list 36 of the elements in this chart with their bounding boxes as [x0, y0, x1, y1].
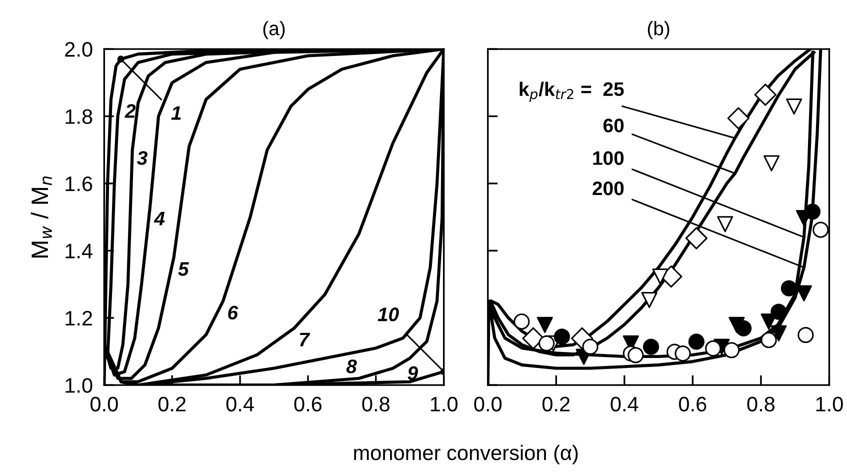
- x-tick-label: 0.4: [610, 396, 638, 412]
- x-tick-label: 0.4: [226, 396, 254, 412]
- x-tick-label: 0.6: [294, 396, 322, 412]
- y-tick-label: 1.2: [66, 310, 92, 326]
- annotation: 3: [137, 151, 148, 165]
- annotation: 10: [378, 308, 399, 322]
- annotation: 4: [154, 212, 165, 226]
- annotation: 60: [603, 118, 624, 132]
- annotation: 2: [124, 104, 136, 118]
- y-axis-title: M$_{w}$ / M$_{n}$: [30, 176, 52, 258]
- x-tick-label: 0.0: [474, 396, 502, 412]
- x-tick-label: 0.2: [542, 396, 570, 412]
- x-tick-label: 0.0: [90, 396, 118, 412]
- x-tick-label: 0.2: [158, 396, 186, 412]
- x-tick-label: 0.6: [679, 396, 706, 412]
- annotation: 200: [592, 181, 624, 196]
- annotation: 6: [228, 306, 238, 320]
- annotation: 9: [408, 366, 418, 380]
- y-tick-label: 1.4: [66, 244, 92, 258]
- annotation: 7: [300, 332, 310, 346]
- y-tick-label: 2.0: [65, 42, 92, 57]
- annotation: 5: [178, 262, 190, 276]
- x-tick-label: 0.8: [362, 396, 390, 412]
- x-tick-label: 1.0: [430, 396, 458, 412]
- x-tick-label: 0.8: [747, 396, 775, 412]
- annotation: 8: [346, 360, 357, 374]
- y-tick-label: 1.0: [66, 378, 92, 393]
- chart-title: (b): [648, 21, 670, 40]
- annotation: 100: [593, 151, 624, 165]
- chart-title: (a): [263, 21, 285, 40]
- x-tick-label: 1.0: [816, 396, 843, 412]
- x-axis-title: monomer conversion (α): [354, 444, 578, 464]
- y-tick-label: 1.8: [66, 109, 92, 124]
- annotation: 1: [171, 106, 181, 120]
- annotation: k$_{p}$/k$_{tr2}$ = 25: [520, 82, 624, 102]
- y-tick-label: 1.6: [66, 176, 92, 192]
